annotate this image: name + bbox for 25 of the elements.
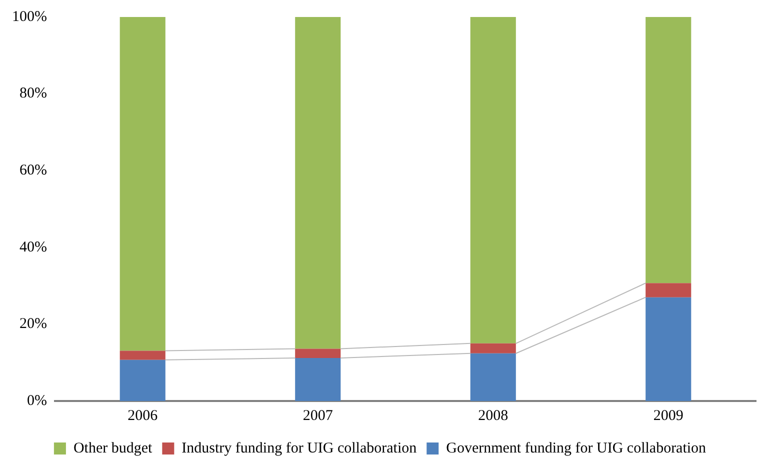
bar: [646, 17, 692, 284]
x-tick-label: 2006: [128, 408, 158, 424]
x-tick-label: 2009: [653, 408, 684, 424]
bar: [120, 360, 166, 401]
x-tick-label: 2008: [478, 408, 508, 424]
bar: [470, 353, 516, 401]
legend-label: Government funding for UIG collaboration: [446, 440, 707, 456]
legend-label: Other budget: [73, 440, 154, 456]
bar: [470, 343, 516, 354]
bar: [646, 297, 692, 401]
bar: [295, 348, 341, 358]
bar: [120, 17, 166, 351]
bar: [295, 17, 341, 349]
bar: [295, 358, 341, 401]
y-tick-label: 60%: [19, 162, 47, 179]
y-tick-label: 80%: [19, 86, 47, 102]
legend-label: Industry funding for UIG collaboration: [182, 440, 418, 456]
y-tick-label: 100%: [12, 8, 47, 25]
bar: [646, 283, 692, 298]
bar: [120, 350, 166, 360]
x-tick-label: 2007: [302, 408, 334, 424]
y-tick-label: 0%: [26, 392, 47, 409]
y-tick-label: 40%: [19, 239, 47, 256]
y-tick-label: 20%: [19, 316, 47, 332]
bar: [470, 17, 516, 344]
